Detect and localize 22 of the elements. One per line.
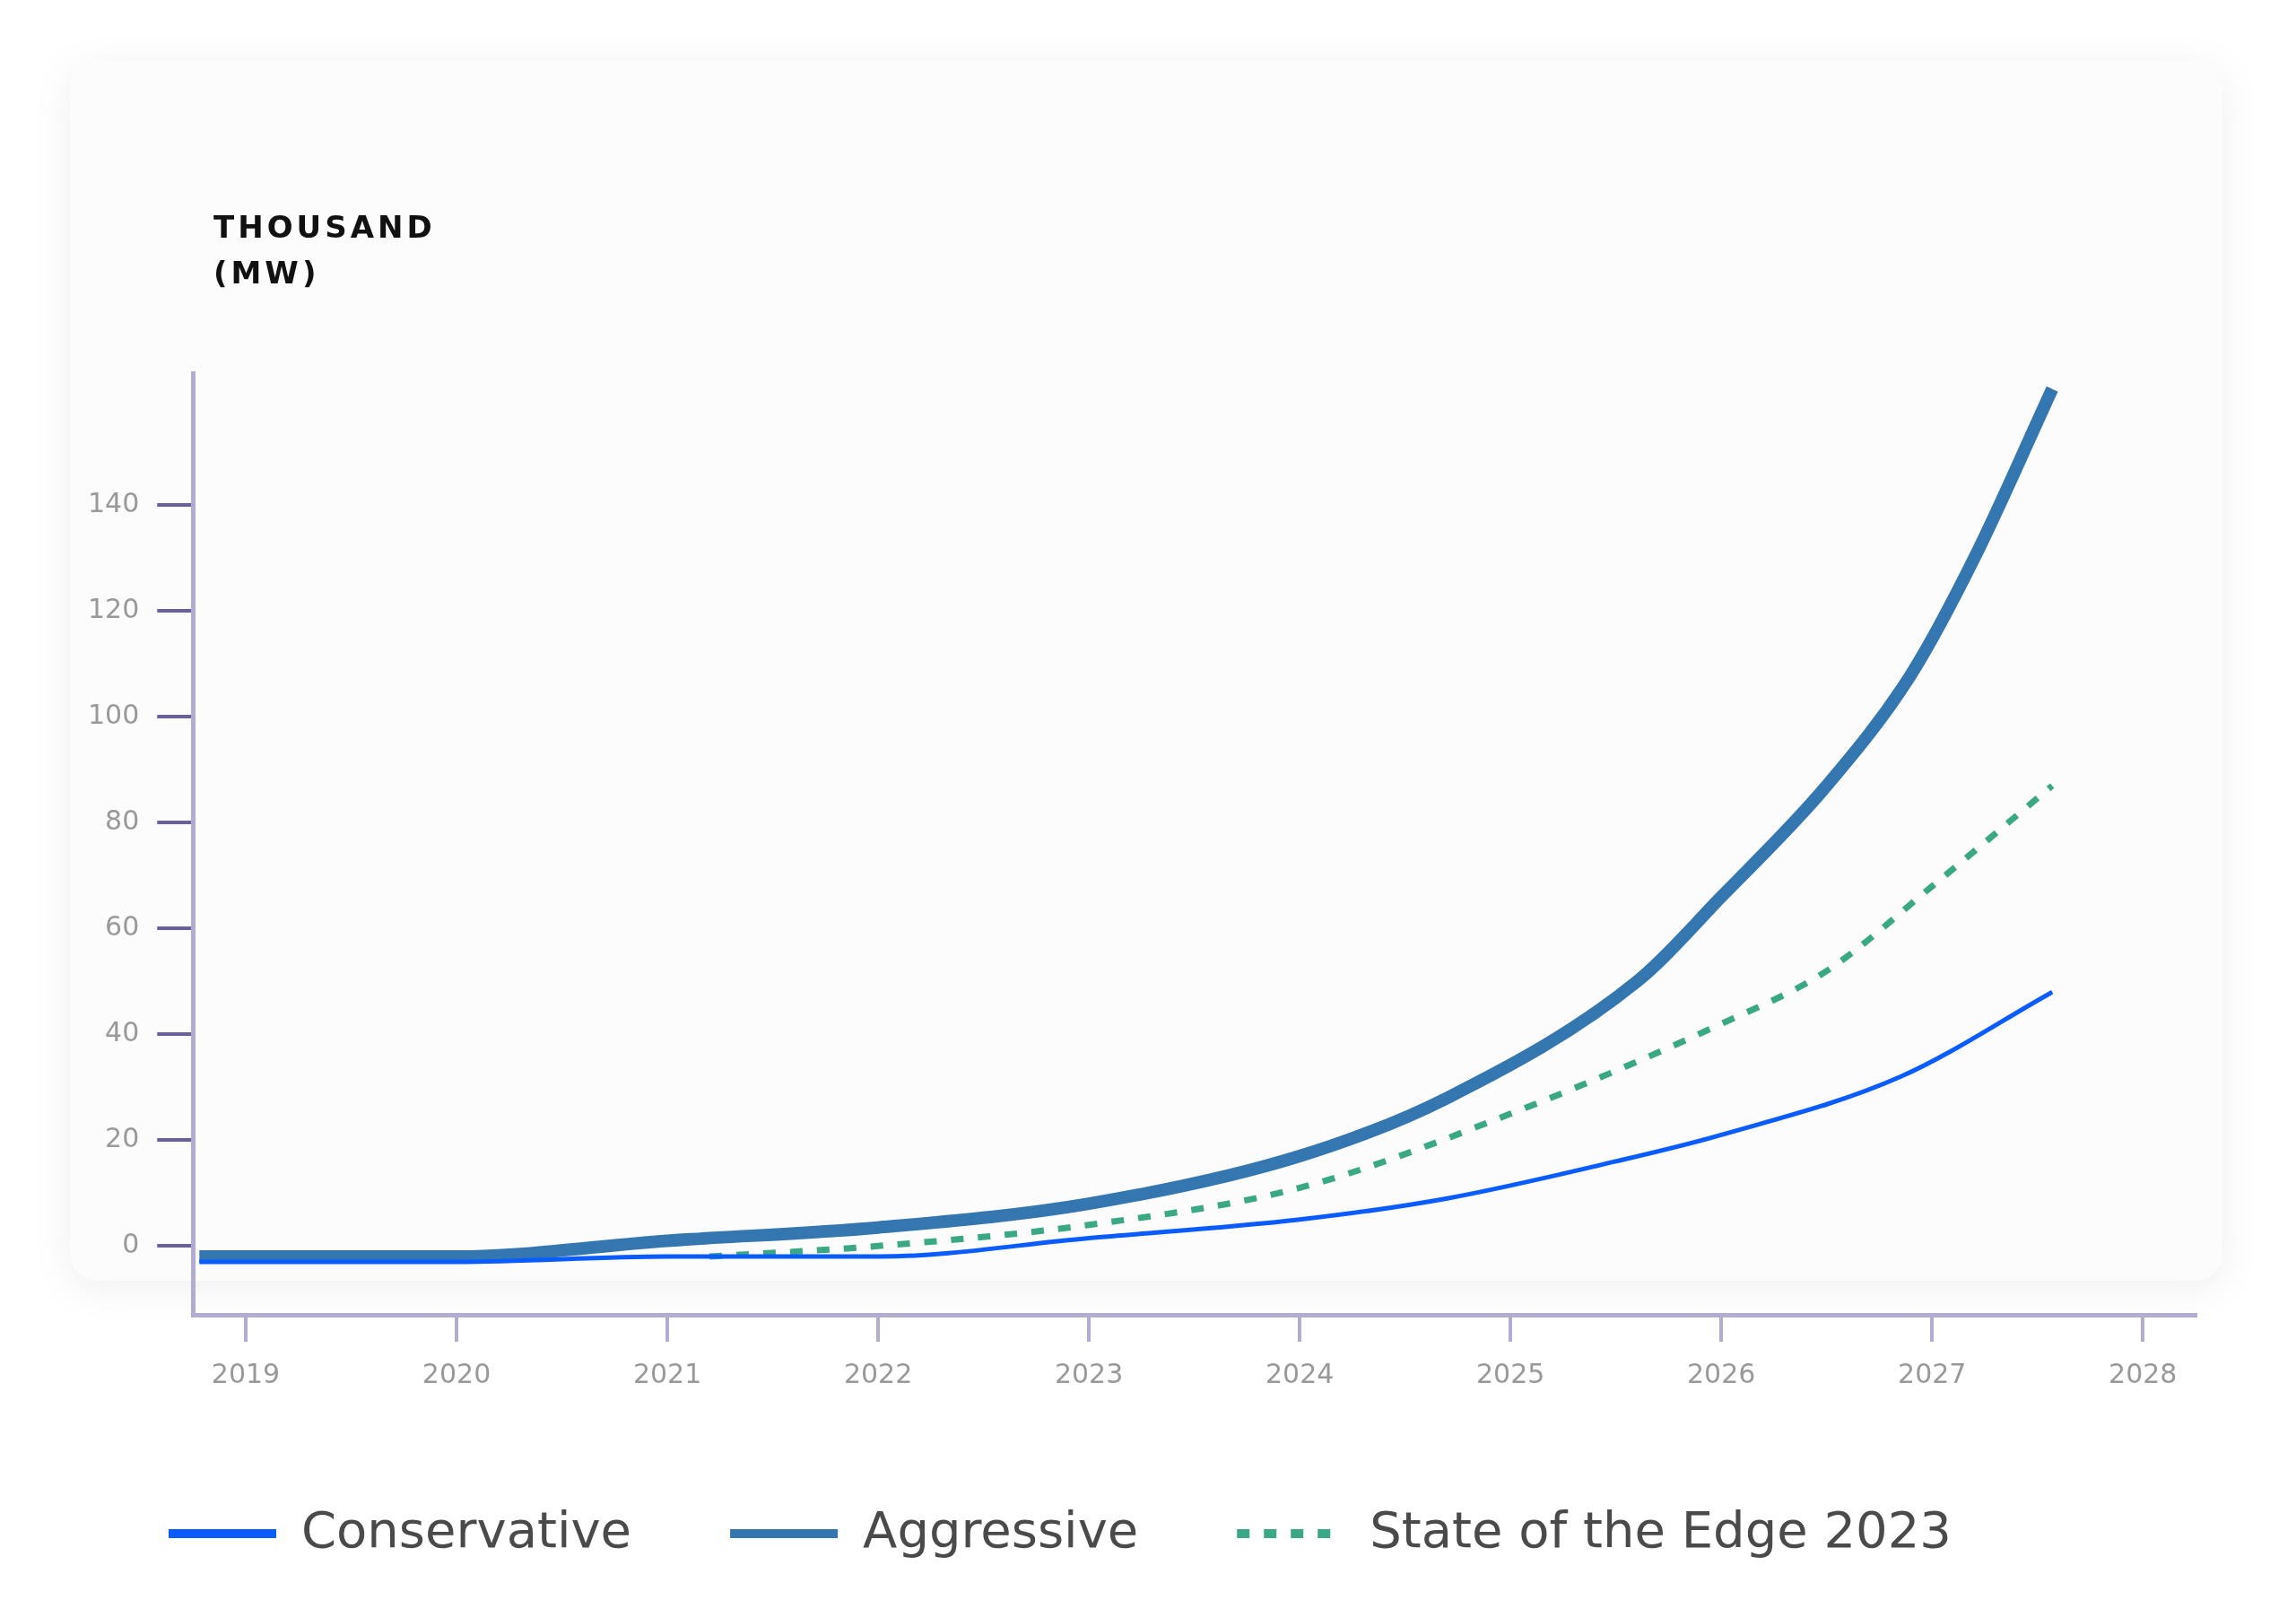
x-tick-label: 2019	[211, 1357, 281, 1389]
x-tick-label: 2020	[422, 1357, 491, 1389]
x-tick-label: 2025	[1475, 1357, 1545, 1389]
legend-label: State of the Edge 2023	[1370, 1500, 1952, 1559]
y-tick-label: 20	[105, 1122, 140, 1154]
y-axis-title: THOUSAND (MW)	[213, 208, 437, 292]
y-tick-label: 40	[105, 1016, 140, 1048]
legend-label: Conservative	[301, 1500, 632, 1559]
x-tick-label: 2028	[2109, 1357, 2178, 1389]
legend-label: Aggressive	[863, 1500, 1139, 1559]
x-tick-label: 2021	[632, 1357, 702, 1389]
x-tick-label: 2026	[1687, 1357, 1756, 1389]
x-tick-label: 2022	[843, 1357, 913, 1389]
x-tick-label: 2024	[1265, 1357, 1335, 1389]
y-tick-label: 0	[122, 1228, 140, 1260]
x-tick-label: 2027	[1898, 1357, 1967, 1389]
y-tick-label: 120	[88, 593, 140, 625]
y-tick-label: 100	[88, 699, 140, 731]
x-tick-label: 2023	[1054, 1357, 1124, 1389]
y-tick-label: 80	[105, 804, 140, 837]
y-tick-label: 140	[88, 487, 140, 519]
y-tick-label: 60	[105, 910, 140, 943]
